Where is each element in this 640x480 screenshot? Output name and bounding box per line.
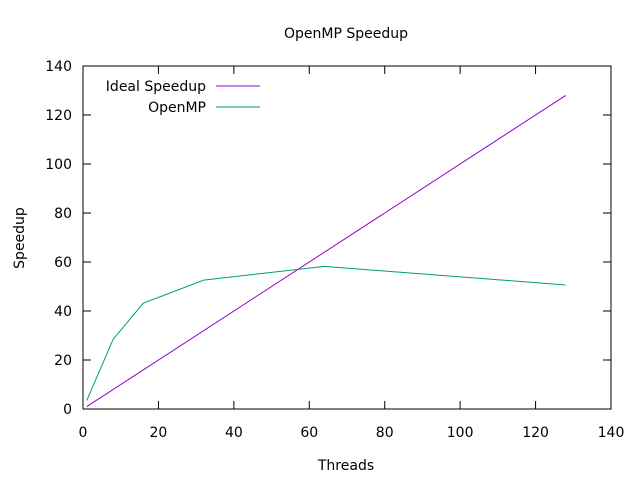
x-tick-label: 120 xyxy=(522,425,549,441)
series-line-openmp xyxy=(86,265,566,401)
x-axis-label: Threads xyxy=(317,458,374,474)
plot-frame xyxy=(82,65,612,410)
series-line-ideal-speedup xyxy=(86,94,566,408)
chart-title: OpenMP Speedup xyxy=(284,26,408,42)
y-tick-label: 20 xyxy=(54,353,72,369)
y-tick-label: 100 xyxy=(45,157,72,173)
axis-ticks: 0 20 40 60 80 100 120 140 0 20 40 60 80 100 120 140 xyxy=(45,59,624,441)
x-tick-label: 100 xyxy=(447,425,474,441)
y-axis-label: Speedup xyxy=(12,207,28,269)
x-tick-label: 20 xyxy=(150,425,168,441)
x-tick-label: 0 xyxy=(79,425,88,441)
x-tick-label: 80 xyxy=(376,425,394,441)
legend: Ideal Speedup OpenMP xyxy=(106,79,260,116)
legend-label: OpenMP xyxy=(148,100,206,116)
x-tick-label: 60 xyxy=(300,425,318,441)
x-tick-label: 140 xyxy=(598,425,625,441)
legend-label: Ideal Speedup xyxy=(106,79,206,95)
x-tick-label: 40 xyxy=(225,425,243,441)
y-tick-label: 0 xyxy=(63,402,72,418)
plot-series xyxy=(86,94,566,408)
y-tick-label: 40 xyxy=(54,304,72,320)
y-tick-label: 80 xyxy=(54,206,72,222)
y-tick-label: 140 xyxy=(45,59,72,75)
y-tick-label: 120 xyxy=(45,108,72,124)
y-tick-label: 60 xyxy=(54,255,72,271)
